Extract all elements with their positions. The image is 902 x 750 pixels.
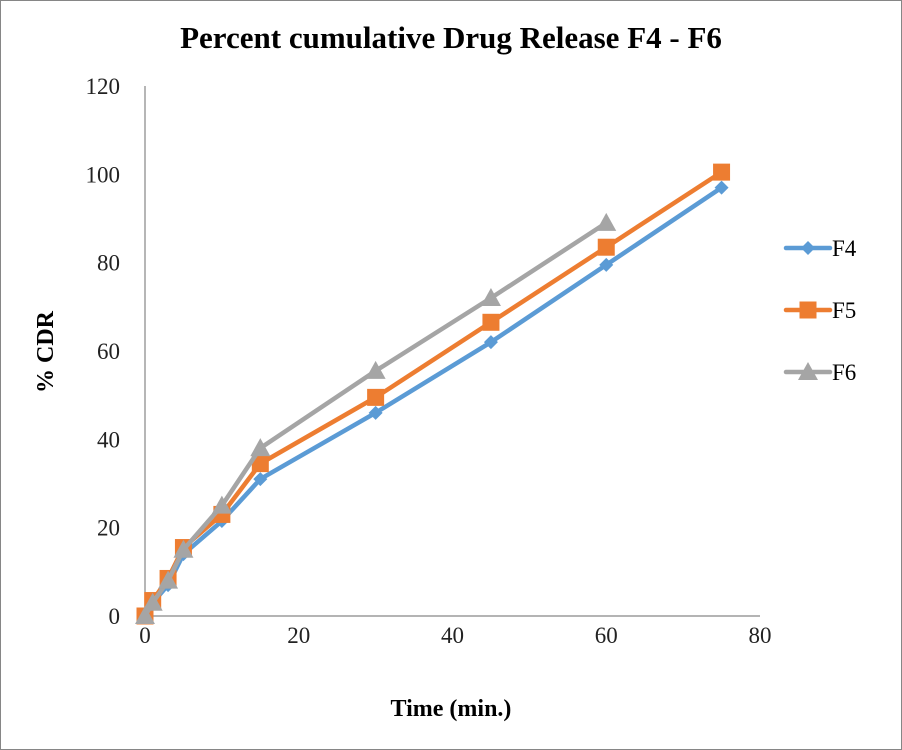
series-line-F4 [142,185,724,619]
data-point-F4 [483,335,498,350]
y-axis-ticks: 0 20 40 60 80 100 120 [86,74,121,629]
y-tick-label: 80 [97,251,120,276]
data-point-F4 [599,257,614,272]
data-point-F6 [211,495,232,514]
series-F4 [138,180,729,623]
legend-item-F6[interactable]: F6 [783,360,856,385]
legend[interactable]: F4 F5 F6 [783,236,857,385]
y-tick-label: 0 [109,604,121,629]
x-tick-label: 60 [595,623,618,648]
data-point-F5 [251,455,269,473]
data-point-F6 [135,606,155,624]
chart-title: Percent cumulative Drug Release F4 - F6 [180,20,722,55]
data-point-F5 [367,388,385,406]
y-tick-label: 20 [97,516,120,541]
x-axis-ticks: 0 20 40 60 80 [139,623,771,648]
series-line-F5 [142,169,724,619]
x-tick-label: 20 [287,623,310,648]
data-point-F5 [482,313,500,331]
data-point-F6 [480,288,501,306]
legend-label: F5 [832,298,856,323]
data-point-F4 [368,405,383,420]
data-point-F6 [158,570,179,589]
x-axis-label: Time (min.) [391,696,512,722]
data-point-F6 [173,539,194,558]
data-point-F6 [142,592,163,611]
y-tick-label: 40 [97,427,120,452]
legend-item-F5[interactable]: F5 [783,298,856,323]
data-point-F6 [250,438,271,457]
legend-marker-F5 [799,301,817,319]
x-tick-label: 0 [139,623,151,648]
data-point-F5 [713,163,731,181]
data-point-F6 [596,212,617,231]
y-tick-label: 60 [97,339,120,364]
data-point-F6 [365,360,386,379]
y-tick-label: 100 [86,162,121,187]
y-tick-label: 120 [86,74,121,99]
y-axis-label: % CDR [33,310,59,393]
data-point-F4 [253,472,268,487]
x-tick-label: 40 [441,623,464,648]
series-F6 [135,212,617,624]
series-group [135,163,731,625]
data-point-F4 [714,180,729,195]
legend-label: F6 [832,360,856,385]
legend-item-F4[interactable]: F4 [783,236,857,261]
legend-label: F4 [832,236,857,261]
series-F5 [136,163,731,625]
legend-marker-F6 [798,362,818,380]
data-point-F5 [597,238,615,256]
legend-marker-F4 [801,241,815,255]
x-tick-label: 80 [749,623,772,648]
